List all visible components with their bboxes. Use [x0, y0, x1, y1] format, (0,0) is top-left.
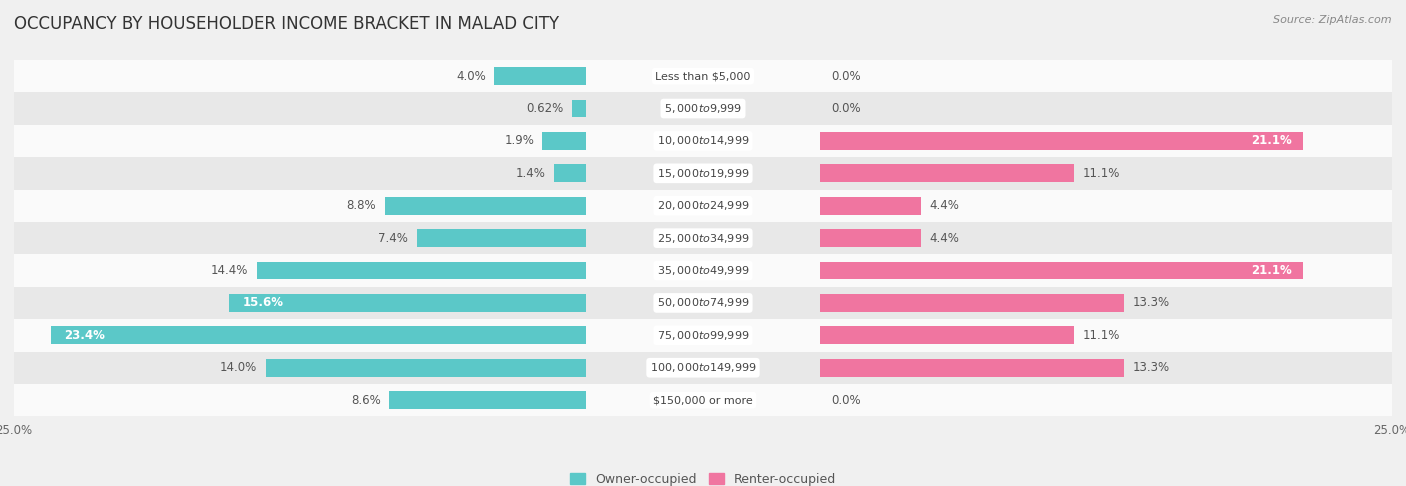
Text: 8.8%: 8.8% — [347, 199, 377, 212]
Bar — [543, 132, 586, 150]
Text: Less than $5,000: Less than $5,000 — [655, 71, 751, 81]
Bar — [820, 294, 1125, 312]
Text: 7.4%: 7.4% — [378, 232, 408, 244]
Text: 13.3%: 13.3% — [1133, 296, 1170, 310]
Bar — [572, 100, 586, 118]
Bar — [14, 157, 1392, 190]
Text: 13.3%: 13.3% — [1133, 361, 1170, 374]
Bar — [14, 319, 1392, 351]
Bar — [14, 92, 1392, 125]
Text: $50,000 to $74,999: $50,000 to $74,999 — [657, 296, 749, 310]
Text: 0.0%: 0.0% — [831, 102, 860, 115]
Text: 21.1%: 21.1% — [1251, 264, 1292, 277]
Bar — [14, 60, 1392, 92]
Text: $100,000 to $149,999: $100,000 to $149,999 — [650, 361, 756, 374]
Text: $15,000 to $19,999: $15,000 to $19,999 — [657, 167, 749, 180]
Bar — [256, 261, 586, 279]
Text: 21.1%: 21.1% — [1251, 135, 1292, 147]
Bar — [820, 261, 1303, 279]
Text: 1.4%: 1.4% — [516, 167, 546, 180]
Bar — [416, 229, 586, 247]
Text: OCCUPANCY BY HOUSEHOLDER INCOME BRACKET IN MALAD CITY: OCCUPANCY BY HOUSEHOLDER INCOME BRACKET … — [14, 15, 560, 33]
Text: 8.6%: 8.6% — [352, 394, 381, 407]
Bar — [14, 351, 1392, 384]
Text: 1.9%: 1.9% — [505, 135, 534, 147]
Legend: Owner-occupied, Renter-occupied: Owner-occupied, Renter-occupied — [565, 468, 841, 486]
Text: $75,000 to $99,999: $75,000 to $99,999 — [657, 329, 749, 342]
Text: 4.0%: 4.0% — [457, 69, 486, 83]
Bar — [554, 164, 586, 182]
Bar — [820, 359, 1125, 377]
Text: $25,000 to $34,999: $25,000 to $34,999 — [657, 232, 749, 244]
Text: $35,000 to $49,999: $35,000 to $49,999 — [657, 264, 749, 277]
Bar — [820, 327, 1074, 344]
Text: $5,000 to $9,999: $5,000 to $9,999 — [664, 102, 742, 115]
Text: 11.1%: 11.1% — [1083, 329, 1119, 342]
Bar — [229, 294, 586, 312]
Bar — [14, 190, 1392, 222]
Bar — [14, 125, 1392, 157]
Text: $20,000 to $24,999: $20,000 to $24,999 — [657, 199, 749, 212]
Text: 0.0%: 0.0% — [831, 394, 860, 407]
Text: 4.4%: 4.4% — [929, 199, 959, 212]
Text: Source: ZipAtlas.com: Source: ZipAtlas.com — [1274, 15, 1392, 25]
Bar — [14, 254, 1392, 287]
Text: 23.4%: 23.4% — [65, 329, 105, 342]
Text: 14.4%: 14.4% — [211, 264, 249, 277]
Bar — [820, 132, 1303, 150]
Text: $10,000 to $14,999: $10,000 to $14,999 — [657, 135, 749, 147]
Text: 0.0%: 0.0% — [831, 69, 860, 83]
Text: 4.4%: 4.4% — [929, 232, 959, 244]
Bar — [820, 164, 1074, 182]
Bar — [820, 229, 921, 247]
Text: 0.62%: 0.62% — [526, 102, 564, 115]
Bar — [385, 197, 586, 215]
Text: $150,000 or more: $150,000 or more — [654, 395, 752, 405]
Bar — [14, 222, 1392, 254]
Bar — [266, 359, 586, 377]
Bar — [14, 384, 1392, 417]
Text: 11.1%: 11.1% — [1083, 167, 1119, 180]
Bar — [389, 391, 586, 409]
Bar — [51, 327, 586, 344]
Bar — [495, 67, 586, 85]
Bar — [14, 287, 1392, 319]
Text: 15.6%: 15.6% — [243, 296, 284, 310]
Bar — [820, 197, 921, 215]
Text: 14.0%: 14.0% — [221, 361, 257, 374]
